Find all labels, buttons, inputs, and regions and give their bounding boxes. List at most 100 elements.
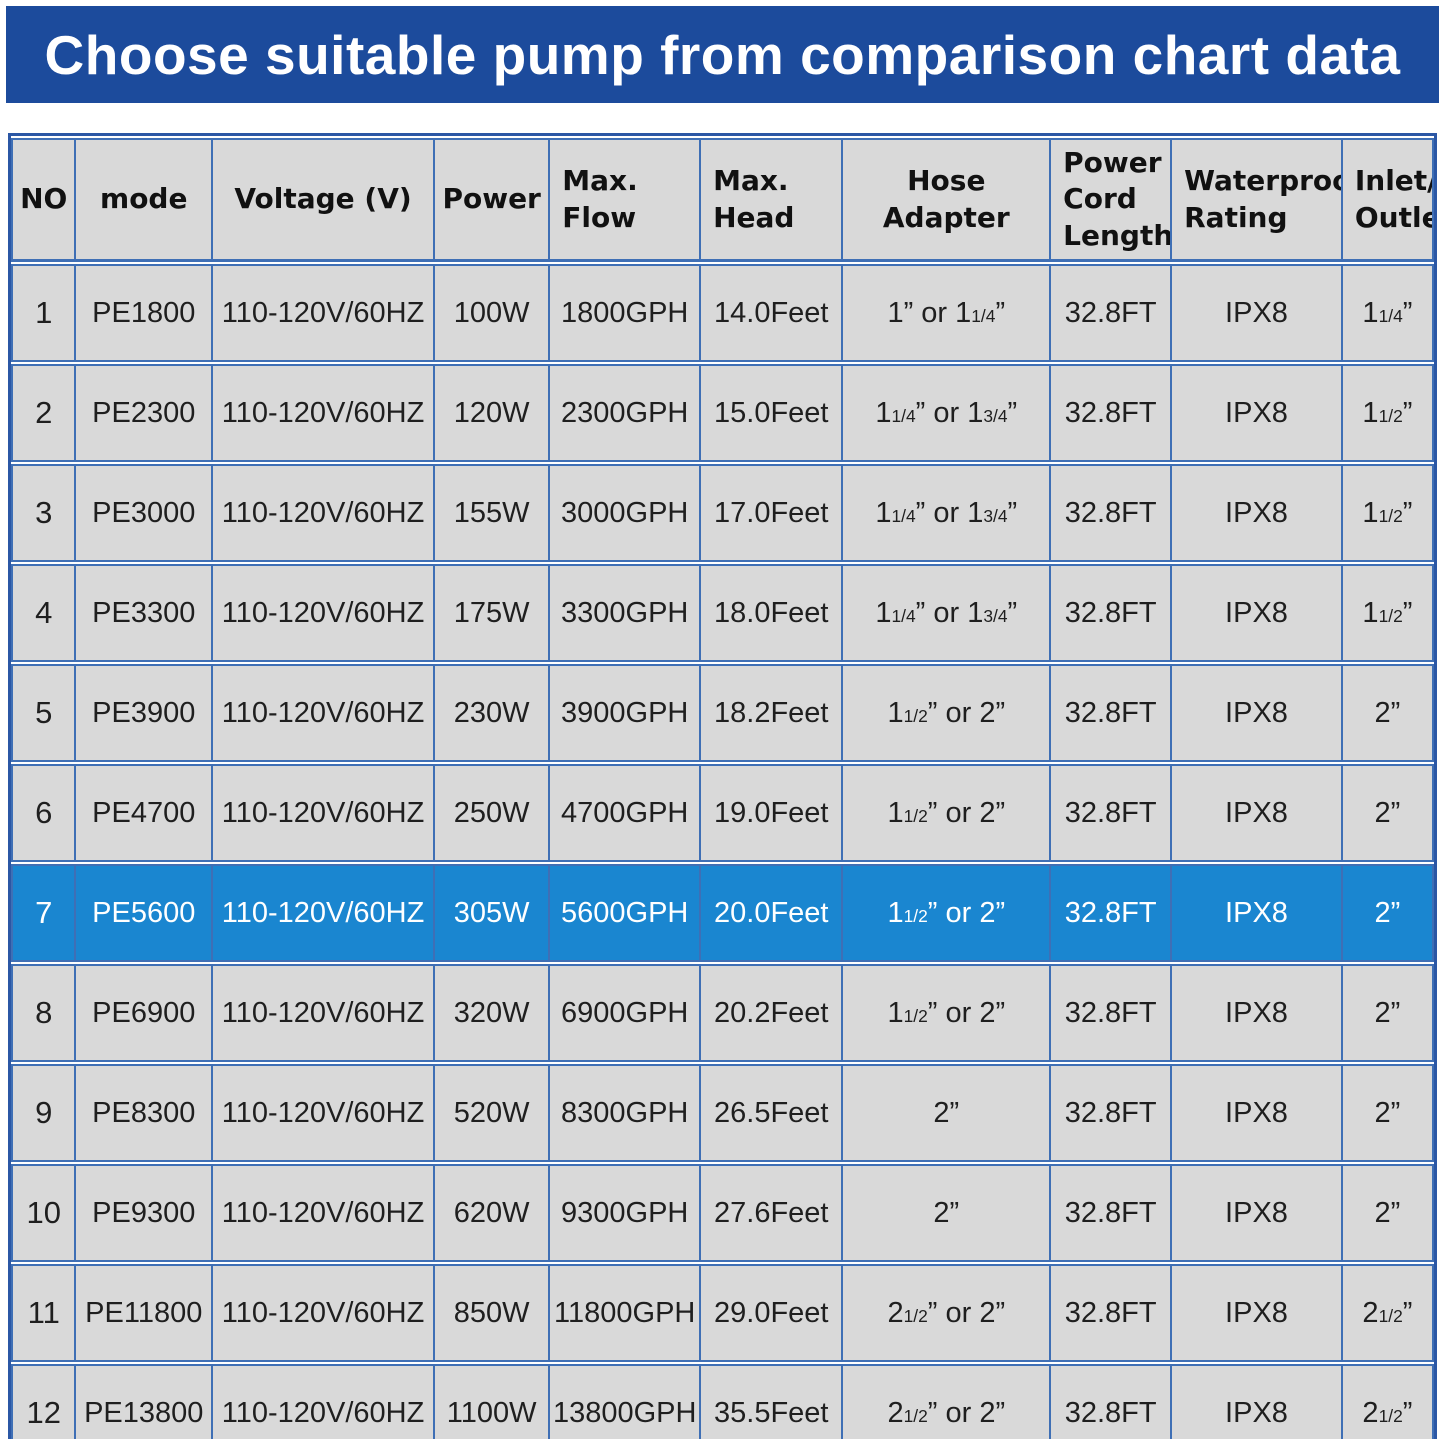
fraction: 1/2 xyxy=(1378,1305,1403,1326)
table-row-5: 5 PE3900 110-120V/60HZ 230W 3900GPH 18.2Feet 1… xyxy=(11,664,1434,762)
fraction: 1/4 xyxy=(891,505,916,526)
table-cell: 3300GPH xyxy=(550,564,702,662)
table-cell: 4700GPH xyxy=(550,764,702,862)
table-cell: 21/2” xyxy=(1342,1364,1434,1439)
table-cell: 620W xyxy=(435,1164,551,1262)
table-cell: 250W xyxy=(435,764,551,862)
table-cell: 11/4” or 13/4” xyxy=(843,564,1052,662)
table-cell: 32.8FT xyxy=(1051,864,1173,962)
table-row-6: 6 PE4700 110-120V/60HZ 250W 4700GPH 19.0Feet 1… xyxy=(11,764,1434,862)
table-cell: 32.8FT xyxy=(1051,1164,1173,1262)
fraction: 1/2 xyxy=(1378,505,1403,526)
table-cell: 110-120V/60HZ xyxy=(213,1064,436,1162)
table-cell: 1” or 11/4” xyxy=(843,264,1052,362)
column-header-0: NO xyxy=(11,138,77,262)
column-header-7: Power Cord Length xyxy=(1051,138,1173,262)
table-cell: IPX8 xyxy=(1172,664,1343,762)
table-cell: 9300GPH xyxy=(550,1164,702,1262)
table-cell: 110-120V/60HZ xyxy=(213,264,436,362)
table-header: NO mode Voltage (V) Power Max. Flow Max. Head… xyxy=(11,138,1434,262)
table-cell: 11 xyxy=(11,1264,77,1362)
table-cell: 18.0Feet xyxy=(701,564,844,662)
table-cell: PE9300 xyxy=(76,1164,214,1262)
table-cell: 32.8FT xyxy=(1051,564,1173,662)
table-row-12: 12 PE13800 110-120V/60HZ 1100W 13800GPH 35.5F… xyxy=(11,1364,1434,1439)
table-cell: 110-120V/60HZ xyxy=(213,664,436,762)
table-cell: 2” xyxy=(843,1064,1052,1162)
table-cell: 21/2” or 2” xyxy=(843,1364,1052,1439)
table-cell: 7 xyxy=(11,864,77,962)
table-cell: 100W xyxy=(435,264,551,362)
table-cell: 11/2” or 2” xyxy=(843,764,1052,862)
table-cell: 9 xyxy=(11,1064,77,1162)
table-cell: 110-120V/60HZ xyxy=(213,864,436,962)
table-cell: PE6900 xyxy=(76,964,214,1062)
table-cell: 21/2” or 2” xyxy=(843,1264,1052,1362)
table-row-2: 2 PE2300 110-120V/60HZ 120W 2300GPH 15.0Feet 1… xyxy=(11,364,1434,462)
table-cell: 2” xyxy=(1342,764,1434,862)
table-cell: 32.8FT xyxy=(1051,964,1173,1062)
fraction: 1/4 xyxy=(971,305,996,326)
table-cell: 32.8FT xyxy=(1051,1264,1173,1362)
table-cell: PE3000 xyxy=(76,464,214,562)
column-header-9: Inlet/ Outlet xyxy=(1342,138,1434,262)
fraction: 1/2 xyxy=(1378,405,1403,426)
table-cell: 120W xyxy=(435,364,551,462)
table-cell: IPX8 xyxy=(1172,564,1343,662)
table-cell: 2” xyxy=(1342,864,1434,962)
table-cell: 11/2” or 2” xyxy=(843,964,1052,1062)
column-header-2: Voltage (V) xyxy=(213,138,436,262)
table-cell: PE8300 xyxy=(76,1064,214,1162)
table-row-8: 8 PE6900 110-120V/60HZ 320W 6900GPH 20.2Feet 1… xyxy=(11,964,1434,1062)
table-cell: 27.6Feet xyxy=(701,1164,844,1262)
fraction: 1/2 xyxy=(1378,1405,1403,1426)
table-cell: 11/4” xyxy=(1342,264,1434,362)
fraction: 3/4 xyxy=(983,605,1008,626)
table-cell: 11/2” xyxy=(1342,464,1434,562)
fraction: 1/2 xyxy=(1378,605,1403,626)
fraction: 1/2 xyxy=(903,1405,928,1426)
table-cell: 11/2” or 2” xyxy=(843,864,1052,962)
table-cell: PE4700 xyxy=(76,764,214,862)
table-cell: 320W xyxy=(435,964,551,1062)
table-cell: IPX8 xyxy=(1172,1164,1343,1262)
table-cell: 110-120V/60HZ xyxy=(213,1364,436,1439)
column-header-1: mode xyxy=(76,138,214,262)
column-header-4: Max. Flow xyxy=(550,138,702,262)
table-cell: 4 xyxy=(11,564,77,662)
table-cell: IPX8 xyxy=(1172,764,1343,862)
table-cell: IPX8 xyxy=(1172,1264,1343,1362)
table-cell: 3 xyxy=(11,464,77,562)
table-cell: IPX8 xyxy=(1172,264,1343,362)
fraction: 1/2 xyxy=(903,805,928,826)
table-cell: 32.8FT xyxy=(1051,464,1173,562)
table-cell: 11/2” xyxy=(1342,564,1434,662)
comparison-table: NO mode Voltage (V) Power Max. Flow Max. Head… xyxy=(8,133,1437,1439)
table-cell: IPX8 xyxy=(1172,464,1343,562)
fraction: 1/2 xyxy=(903,705,928,726)
table-cell: 32.8FT xyxy=(1051,764,1173,862)
table-cell: 2” xyxy=(1342,1164,1434,1262)
table-cell: 110-120V/60HZ xyxy=(213,964,436,1062)
table-cell: IPX8 xyxy=(1172,864,1343,962)
table-cell: 850W xyxy=(435,1264,551,1362)
table-cell: 15.0Feet xyxy=(701,364,844,462)
table-cell: 11/2” xyxy=(1342,364,1434,462)
table-cell: 29.0Feet xyxy=(701,1264,844,1362)
table-cell: IPX8 xyxy=(1172,1064,1343,1162)
fraction: 1/2 xyxy=(903,905,928,926)
column-header-3: Power xyxy=(435,138,551,262)
table-cell: 11800GPH xyxy=(550,1264,702,1362)
table-cell: 305W xyxy=(435,864,551,962)
table-cell: PE1800 xyxy=(76,264,214,362)
table-cell: 20.2Feet xyxy=(701,964,844,1062)
table-cell: 32.8FT xyxy=(1051,1364,1173,1439)
table-cell: 32.8FT xyxy=(1051,1064,1173,1162)
table-cell: 2 xyxy=(11,364,77,462)
table-row-4: 4 PE3300 110-120V/60HZ 175W 3300GPH 18.0Feet 1… xyxy=(11,564,1434,662)
fraction: 3/4 xyxy=(983,405,1008,426)
table-row-1: 1 PE1800 110-120V/60HZ 100W 1800GPH 14.0Feet 1… xyxy=(11,264,1434,362)
table-body: 1 PE1800 110-120V/60HZ 100W 1800GPH 14.0Feet 1… xyxy=(11,264,1434,1439)
table-cell: 1100W xyxy=(435,1364,551,1439)
table-cell: 11/4” or 13/4” xyxy=(843,364,1052,462)
